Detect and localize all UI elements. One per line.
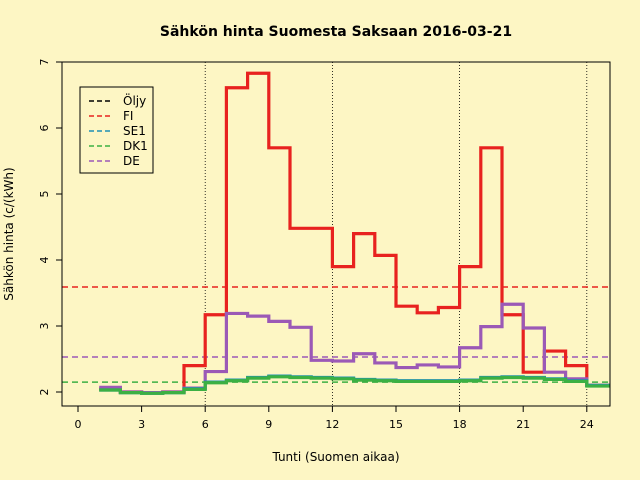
chart-title: Sähkön hinta Suomesta Saksaan 2016-03-21: [160, 24, 512, 40]
gridlines: [204, 62, 588, 406]
series-line-fi: [99, 71, 610, 395]
legend-label-dk1: DK1: [123, 139, 148, 153]
series-lines: [99, 71, 610, 395]
y-tick-label-2: 2: [38, 389, 51, 396]
x-tick-label-15: 15: [389, 418, 403, 431]
x-axis: 0 3 6 9 12 15 18 21 24: [75, 406, 594, 431]
y-tick-label-6: 6: [38, 125, 51, 132]
y-tick-label-4: 4: [38, 257, 51, 264]
x-tick-label-9: 9: [265, 418, 272, 431]
x-tick-label-0: 0: [75, 418, 82, 431]
x-tick-label-12: 12: [325, 418, 339, 431]
series-line-dk1: [99, 375, 610, 395]
mean-lines: [62, 286, 610, 383]
y-tick-label-5: 5: [38, 191, 51, 198]
x-tick-label-24: 24: [580, 418, 594, 431]
legend-label-de: DE: [123, 154, 140, 168]
legend-box: [79, 86, 154, 174]
y-tick-label-3: 3: [38, 323, 51, 330]
x-tick-label-21: 21: [516, 418, 530, 431]
legend-label-oljy: Öljy: [123, 92, 146, 108]
x-tick-label-6: 6: [202, 418, 209, 431]
legend-label-se1: SE1: [123, 124, 146, 138]
plot-frame: [61, 61, 611, 407]
y-axis-label: Sähkön hinta (c/(kWh): [2, 167, 16, 300]
x-axis-label: Tunti (Suomen aikaa): [271, 450, 399, 464]
y-axis: 2 3 4 5 6 7: [38, 59, 62, 396]
x-tick-label-18: 18: [453, 418, 467, 431]
x-tick-label-3: 3: [138, 418, 145, 431]
legend-label-fi: FI: [123, 109, 133, 123]
y-tick-label-7: 7: [38, 59, 51, 66]
